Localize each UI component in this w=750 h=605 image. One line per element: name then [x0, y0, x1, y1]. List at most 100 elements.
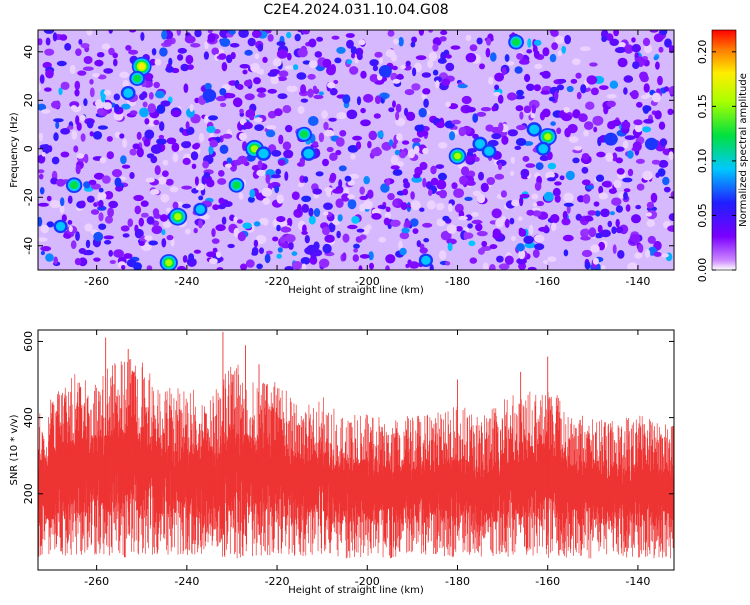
heatmap-cell: [239, 108, 244, 114]
heatmap-cell: [279, 236, 286, 244]
heatmap-cell: [112, 52, 118, 59]
heatmap-cell: [455, 226, 463, 232]
heatmap-cell: [392, 169, 403, 176]
heatmap-cell: [542, 47, 550, 57]
heatmap-cell: [160, 100, 171, 107]
heatmap-cell: [598, 185, 604, 194]
heatmap-cell: [238, 30, 249, 38]
heatmap-hotspot-level: [378, 65, 392, 78]
heatmap-cell: [440, 30, 448, 36]
snr-series-core: [38, 424, 674, 528]
heatmap-cell: [86, 30, 93, 36]
heatmap-cell: [156, 104, 166, 114]
heatmap-cell: [63, 233, 71, 239]
colorbar-tick-label: 0.15: [696, 94, 709, 119]
heatmap-cell: [347, 199, 357, 210]
heatmap-cell: [206, 125, 216, 133]
heatmap-cell: [259, 217, 269, 225]
heatmap-cell: [308, 60, 318, 69]
heatmap-hotspot-level: [512, 38, 521, 46]
heatmap-cell: [480, 182, 489, 193]
heatmap-cell: [189, 103, 194, 112]
heatmap-cell: [334, 57, 342, 64]
heatmap-cell: [400, 64, 406, 70]
heatmap-cell: [494, 84, 500, 91]
heatmap-cell: [39, 144, 49, 150]
heatmap-cell: [154, 58, 162, 66]
heatmap-cell: [539, 71, 551, 77]
heatmap-cell: [390, 72, 398, 81]
heatmap-cell: [507, 129, 518, 137]
heatmap-cell: [390, 53, 397, 62]
heatmap-cell: [426, 200, 436, 210]
heatmap-hotspot: [481, 144, 497, 159]
heatmap-cell: [432, 43, 439, 52]
heatmap-hotspot: [296, 126, 312, 142]
heatmap-cell: [353, 248, 358, 253]
heatmap-cell: [559, 175, 565, 181]
heatmap-cell: [606, 94, 617, 99]
heatmap-cell: [326, 146, 334, 153]
heatmap-cell: [606, 100, 616, 108]
heatmap-cell: [541, 108, 551, 118]
heatmap-cell: [277, 247, 283, 253]
heatmap-cell: [76, 122, 82, 131]
y-tick-label: 400: [22, 407, 35, 428]
heatmap-cell: [342, 252, 347, 262]
heatmap-cell: [551, 42, 558, 50]
heatmap-cell: [438, 142, 448, 149]
heatmap-cell: [547, 162, 557, 170]
heatmap-cell: [80, 43, 90, 49]
heatmap-cell: [441, 78, 451, 86]
heatmap-hotspot-level: [258, 148, 269, 159]
heatmap-cell: [453, 188, 464, 199]
heatmap-cell: [111, 169, 123, 178]
heatmap-cell: [598, 192, 608, 200]
y-tick-label: 20: [22, 93, 35, 107]
heatmap-cell: [636, 183, 645, 191]
heatmap-cell: [132, 143, 140, 150]
heatmap-hotspot-level: [644, 137, 658, 151]
heatmap-cell: [47, 145, 53, 153]
heatmap-cell: [373, 113, 381, 119]
heatmap-cell: [657, 75, 663, 86]
heatmap-cell: [594, 210, 601, 217]
heatmap-cell: [75, 164, 81, 175]
heatmap-cell: [393, 38, 400, 45]
heatmap-cell: [60, 151, 70, 158]
heatmap-cell: [428, 30, 434, 33]
heatmap-cell: [476, 230, 488, 237]
heatmap-cell: [530, 113, 536, 119]
heatmap-cell: [271, 174, 281, 179]
heatmap-cell: [550, 30, 559, 37]
heatmap-cell: [623, 188, 631, 193]
heatmap-cell: [477, 193, 486, 204]
heatmap-cell: [428, 189, 433, 197]
heatmap-cell: [180, 63, 189, 72]
heatmap-cell: [194, 30, 202, 38]
heatmap-cell: [190, 43, 201, 48]
heatmap-cell: [103, 102, 112, 110]
heatmap-cell: [229, 43, 240, 48]
heatmap-cell: [534, 63, 543, 69]
heatmap-cell: [477, 248, 485, 255]
heatmap-cell: [611, 197, 622, 206]
heatmap-cell: [528, 99, 540, 109]
heatmap-cell: [653, 56, 659, 61]
heatmap-cell: [399, 247, 407, 256]
heatmap-cell: [68, 225, 73, 233]
y-tick-label: 40: [22, 45, 35, 59]
heatmap-cell: [532, 249, 540, 258]
heatmap-cell: [162, 159, 169, 166]
heatmap-cell: [381, 141, 392, 151]
heatmap-hotspot-level: [232, 181, 241, 189]
heatmap-cell: [275, 168, 282, 175]
snr-y-ticks: 600 400 200: [22, 331, 674, 504]
heatmap-cell: [271, 150, 282, 157]
heatmap-hotspot-level: [474, 139, 486, 149]
heatmap-cell: [623, 191, 628, 200]
heatmap-cell: [67, 195, 73, 204]
heatmap-cell: [458, 215, 468, 221]
colorbar-tick-label: 0.05: [696, 203, 709, 228]
heatmap-cell: [86, 119, 94, 129]
